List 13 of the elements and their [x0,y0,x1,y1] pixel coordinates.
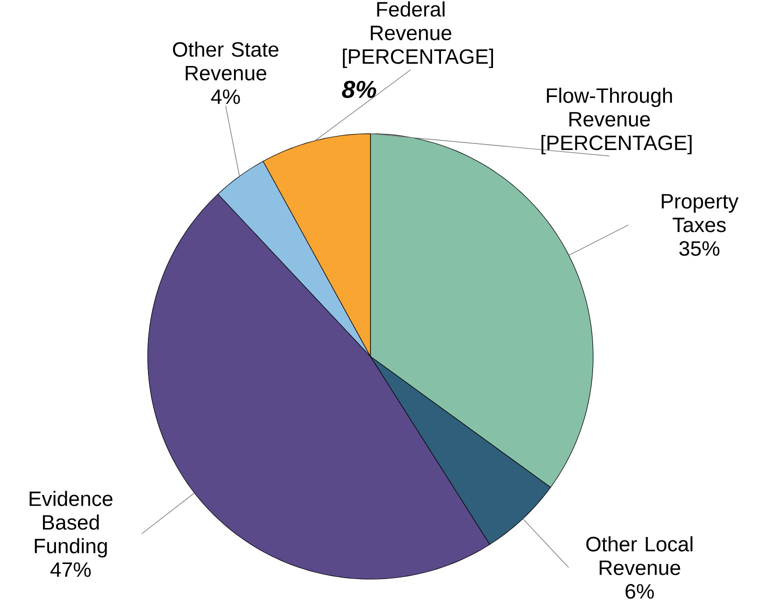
slice-label: Other State Revenue [172,42,278,80]
data-label: 4% [211,89,240,104]
data-label: 6% [626,584,654,599]
data-label: [PERCENTAGE] [342,48,493,68]
slice-label: Evidence Based Funding [30,490,112,558]
slice-label: Federal Revenue [370,1,452,40]
text: 8% [342,80,376,98]
text: [PERCENTAGE] [542,134,692,154]
slice-label: Other Local Revenue [586,536,692,576]
data-label: 47% [50,562,91,577]
category-label: Flow-Through Revenue [546,88,672,126]
data-label: 35% [679,241,720,256]
slice-label: Property Taxes [662,194,739,232]
